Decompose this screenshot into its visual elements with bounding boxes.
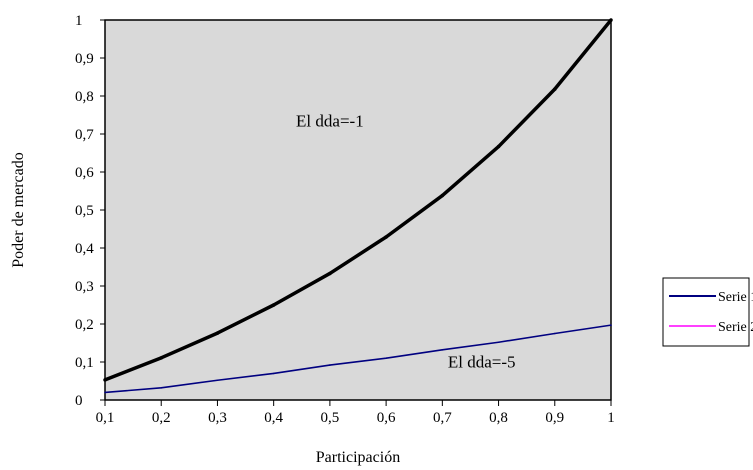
x-axis: 0,1 0,2 0,3 0,4 0,5 0,6 0,7 0,8 0,9 1 [96,400,615,426]
y-tick-label: 0,1 [75,355,94,371]
data-point-serie-1 [328,271,332,276]
y-tick-label: 0,5 [75,203,94,219]
data-point-serie-1 [609,18,613,22]
x-tick-label: 0,8 [489,410,508,426]
legend-box [662,277,750,347]
data-point-serie-2 [329,364,331,366]
series-layer [103,18,613,394]
y-tick-label: 0,4 [75,241,94,257]
y-tick-label: 0,8 [75,89,94,105]
data-point-serie-1 [440,193,445,198]
y-tick-label: 0,9 [75,51,94,67]
data-point-serie-1 [159,356,163,360]
data-point-serie-2 [610,324,612,326]
x-tick-label: 0,4 [264,410,283,426]
annotations: El dda=-1 El dda=-5 [296,111,515,371]
x-tick-label: 0,2 [152,410,171,426]
data-point-serie-2 [441,349,444,351]
legend: Serie 1 Serie 2 [662,277,753,347]
y-tick-label: 0,6 [75,165,94,181]
data-point-serie-2 [104,391,106,394]
x-tick-label: 0,3 [208,410,227,426]
y-tick-label: 0,2 [75,317,94,333]
x-tick-label: 0,6 [377,410,396,426]
y-tick-label: 0,3 [75,279,94,295]
annotation-2: El dda=-5 [448,353,516,372]
data-point-serie-1 [384,235,388,239]
y-tick-label: 0,7 [75,127,94,143]
data-point-serie-2 [160,387,163,389]
x-tick-label: 1 [607,410,615,426]
legend-label-serie-1: Serie 1 [718,290,753,305]
plot-area [104,19,612,401]
x-tick-label: 0,7 [433,410,452,426]
y-tick-label: 1 [75,13,83,29]
legend-label-serie-2: Serie 2 [718,320,753,335]
data-point-serie-2 [272,372,275,375]
series-line-1 [104,18,613,382]
data-point-serie-1 [103,378,107,382]
x-axis-title: Participación [316,449,400,466]
data-point-serie-1 [496,144,501,149]
x-tick-label: 0,1 [96,410,115,426]
y-axis: 0 0,1 0,2 0,3 0,4 0,5 0,6 0,7 0,8 0,9 1 [75,13,105,409]
data-point-serie-2 [385,357,387,360]
data-point-serie-1 [271,303,276,307]
data-point-serie-1 [215,331,220,335]
data-point-serie-2 [216,379,219,382]
y-tick-label: 0 [75,393,83,409]
y-axis-title: Poder de mercado [10,152,27,268]
annotation-1: El dda=-1 [296,111,364,130]
data-point-serie-2 [553,332,556,335]
data-point-serie-1 [553,87,557,91]
data-point-serie-2 [497,341,500,344]
x-tick-label: 0,5 [321,410,340,426]
x-tick-label: 0,9 [545,410,564,426]
series-line-2 [104,324,612,394]
